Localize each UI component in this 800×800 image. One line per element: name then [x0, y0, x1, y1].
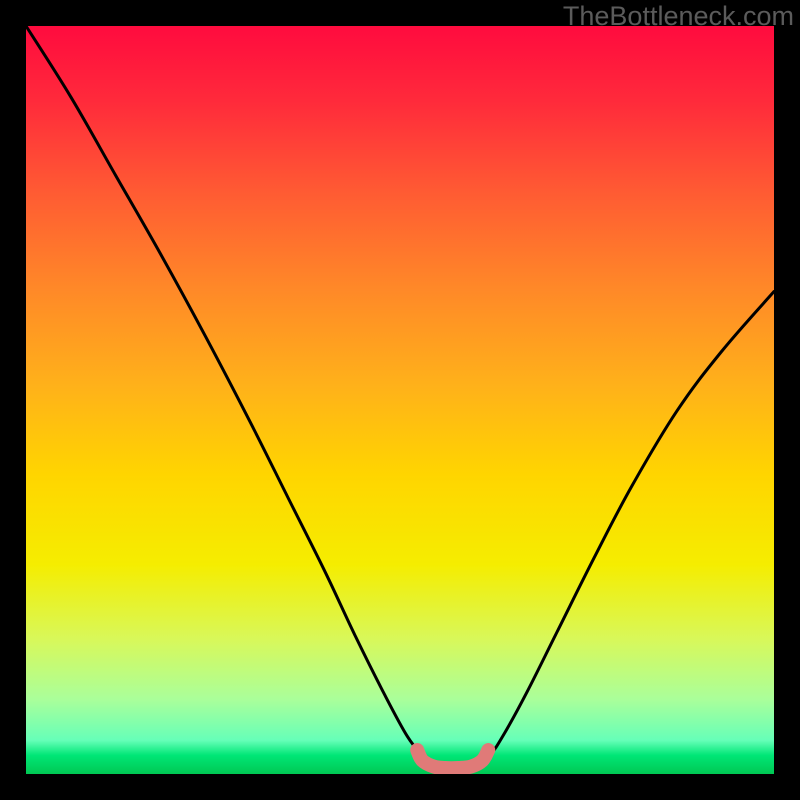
- curve-layer: [26, 26, 774, 774]
- plot-area: [26, 26, 774, 774]
- bottom-marker: [417, 750, 488, 768]
- bottleneck-curve: [26, 26, 774, 766]
- watermark-text: TheBottleneck.com: [563, 1, 794, 32]
- chart-frame: TheBottleneck.com: [0, 0, 800, 800]
